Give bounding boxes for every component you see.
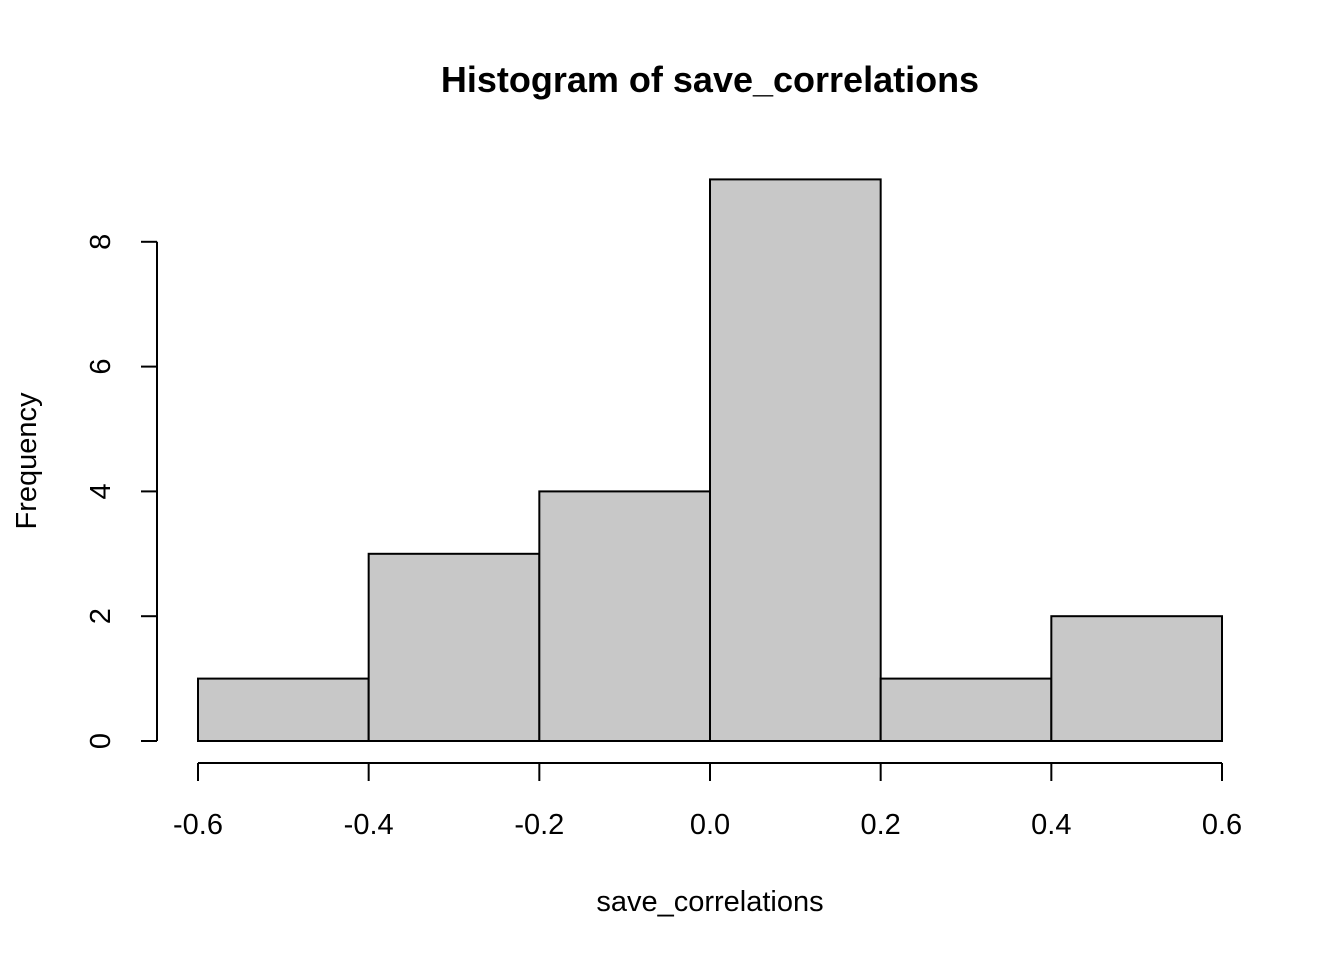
x-axis: -0.6 -0.4 -0.2 0.0 0.2 0.4 0.6 <box>173 762 1242 841</box>
y-axis-label: Frequency <box>11 392 43 530</box>
histogram-bar-5 <box>1050 615 1224 743</box>
chart-title: Histogram of save_correlations <box>441 59 979 100</box>
x-tick-label: 0.0 <box>690 809 730 841</box>
x-tick-label: 0.4 <box>1031 809 1071 841</box>
x-tick-label: -0.2 <box>514 809 564 841</box>
y-tick-label: 8 <box>85 234 117 250</box>
x-tick-label: 0.2 <box>861 809 901 841</box>
y-tick-label: 4 <box>85 483 117 499</box>
x-tick-label: -0.6 <box>173 809 223 841</box>
y-axis: 0 2 4 6 8 <box>85 234 158 749</box>
histogram-bar-2 <box>538 490 711 742</box>
x-axis-label: save_correlations <box>596 886 823 918</box>
histogram-bar-0 <box>197 677 370 742</box>
y-tick-label: 2 <box>85 608 117 624</box>
histogram-bar-4 <box>879 677 1053 742</box>
y-tick-label: 6 <box>85 359 117 375</box>
x-tick-label: 0.6 <box>1202 809 1242 841</box>
bars-group <box>197 178 1224 743</box>
x-tick-label: -0.4 <box>344 809 394 841</box>
histogram-bar-1 <box>367 552 541 742</box>
y-tick-label: 0 <box>85 733 117 749</box>
histogram-bar-3 <box>709 178 882 742</box>
